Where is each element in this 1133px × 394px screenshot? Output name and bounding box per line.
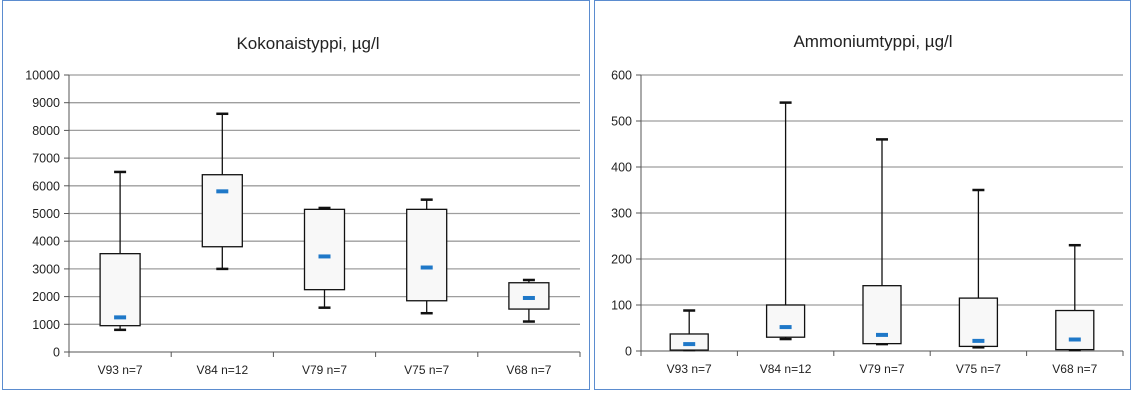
median-marker xyxy=(1068,337,1081,342)
x-tick-label: V68 n=7 xyxy=(506,363,551,377)
median-marker xyxy=(522,295,535,300)
box-iqr xyxy=(303,208,346,291)
y-tick-label: 300 xyxy=(611,207,632,221)
box-iqr xyxy=(765,304,806,338)
box-iqr xyxy=(406,208,448,302)
y-tick-label: 6000 xyxy=(32,179,60,193)
chart-panel-ammoniumtyppi: Ammoniumtyppi, µg/l 0 100 200 300 400 500 600 V… xyxy=(594,0,1131,390)
chart-title: Ammoniumtyppi, µg/l xyxy=(793,32,952,51)
boxplot-ammoniumtyppi: Ammoniumtyppi, µg/l 0 100 200 300 400 500 600 V… xyxy=(611,32,1124,376)
x-tick-label: V75 n=7 xyxy=(956,362,1001,376)
box-iqr xyxy=(1055,309,1095,351)
y-tick-label: 400 xyxy=(611,161,632,175)
x-tick-label: V84 n=12 xyxy=(760,362,812,376)
y-tick-label: 9000 xyxy=(32,96,60,110)
median-marker xyxy=(972,338,985,343)
x-tick-label: V93 n=7 xyxy=(667,362,712,376)
box-iqr xyxy=(669,333,709,351)
y-tick-label: 0 xyxy=(53,346,60,360)
x-tick-label: V75 n=7 xyxy=(404,363,449,377)
box-iqr xyxy=(958,297,999,348)
y-tick-label: 0 xyxy=(625,345,632,359)
y-tick-label: 10000 xyxy=(25,69,60,83)
box-iqr xyxy=(508,282,550,310)
y-tick-label: 4000 xyxy=(32,235,60,249)
y-tick-label: 2000 xyxy=(32,290,60,304)
y-tick-label: 5000 xyxy=(32,207,60,221)
x-tick-label: V79 n=7 xyxy=(859,362,904,376)
y-tick-label: 500 xyxy=(611,115,632,129)
median-marker xyxy=(114,315,127,320)
y-tick-label: 7000 xyxy=(32,152,60,166)
median-marker xyxy=(318,254,331,259)
chart-panel-kokonaistyppi: Kokonaistyppi, µg/l 0 1000 2000 3000 4000 500… xyxy=(2,0,590,390)
y-tick-label: 1000 xyxy=(32,318,60,332)
y-tick-label: 200 xyxy=(611,253,632,267)
boxplot-kokonaistyppi: Kokonaistyppi, µg/l 0 1000 2000 3000 4000 500… xyxy=(25,34,581,377)
median-marker xyxy=(420,265,433,270)
box-iqr xyxy=(201,174,243,248)
median-marker xyxy=(683,342,696,347)
y-tick-label: 100 xyxy=(611,299,632,313)
y-tick-label: 600 xyxy=(611,69,632,83)
x-tick-label: V93 n=7 xyxy=(98,363,143,377)
median-marker xyxy=(779,325,792,330)
chart-title: Kokonaistyppi, µg/l xyxy=(236,34,379,53)
x-tick-label: V84 n=12 xyxy=(196,363,248,377)
x-tick-label: V68 n=7 xyxy=(1052,362,1097,376)
median-marker xyxy=(216,189,229,194)
y-tick-label: 3000 xyxy=(32,262,60,276)
x-tick-label: V79 n=7 xyxy=(302,363,347,377)
y-tick-label: 8000 xyxy=(32,124,60,138)
box-iqr xyxy=(99,253,141,327)
median-marker xyxy=(876,332,888,337)
